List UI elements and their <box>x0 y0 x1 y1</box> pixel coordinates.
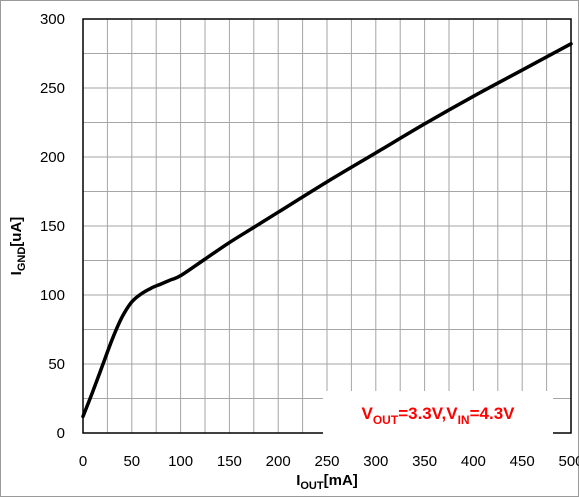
annotation-subscript: OUT <box>373 413 399 427</box>
x-axis-label-sub: OUT <box>300 480 324 492</box>
x-tick-label: 450 <box>510 453 535 470</box>
annotation-text: VOUT=3.3V,VIN=4.3V <box>362 404 516 427</box>
y-tick-label: 0 <box>57 425 65 442</box>
x-tick-labels: 0 50 100 150 200 250 300 350 400 450 500 <box>79 453 579 470</box>
y-axis-label: IGND[uA] <box>8 217 28 276</box>
x-tick-label: 300 <box>363 453 388 470</box>
x-tick-label: 250 <box>314 453 339 470</box>
y-tick-label: 250 <box>40 80 65 97</box>
y-tick-label: 200 <box>40 149 65 166</box>
x-tick-label: 500 <box>558 453 579 470</box>
y-tick-label: 50 <box>48 356 65 373</box>
y-tick-labels: 0 50 100 150 200 250 300 <box>40 11 65 442</box>
annotation-part: V <box>362 404 374 423</box>
grid <box>82 18 572 434</box>
annotation-part: =3.3V,V <box>398 404 458 423</box>
x-axis-label-tail: [mA] <box>324 472 358 489</box>
x-tick-label: 0 <box>79 453 87 470</box>
annotation-part: =4.3V <box>470 404 516 423</box>
y-axis-label-main: I <box>8 271 25 275</box>
series-line <box>81 42 573 419</box>
x-tick-label: 150 <box>217 453 242 470</box>
x-tick-label: 400 <box>461 453 486 470</box>
x-axis-label: IOUT[mA] <box>296 472 358 492</box>
y-tick-label: 150 <box>40 218 65 235</box>
y-tick-label: 100 <box>40 287 65 304</box>
x-tick-label: 50 <box>123 453 140 470</box>
y-axis-label-sub: GND <box>16 247 28 272</box>
annotation-subscript: IN <box>458 413 470 427</box>
x-tick-label: 200 <box>266 453 291 470</box>
x-tick-label: 350 <box>412 453 437 470</box>
y-tick-label: 300 <box>40 11 65 28</box>
x-tick-label: 100 <box>168 453 193 470</box>
x-axis-label-main: I <box>296 472 300 489</box>
y-axis-label-tail: [uA] <box>8 217 25 247</box>
annotation-box <box>323 391 553 435</box>
